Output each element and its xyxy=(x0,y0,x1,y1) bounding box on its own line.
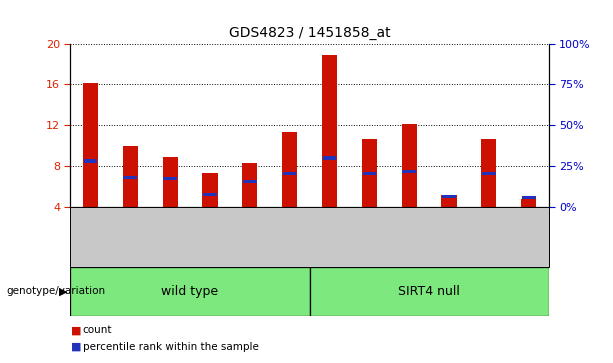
Bar xyxy=(521,199,536,207)
Bar xyxy=(442,195,456,198)
Bar xyxy=(283,172,297,175)
Bar xyxy=(123,176,137,179)
Bar xyxy=(70,267,310,316)
Bar xyxy=(522,196,536,199)
Bar xyxy=(402,124,417,207)
Text: GSM1359082: GSM1359082 xyxy=(126,209,135,269)
Text: genotype/variation: genotype/variation xyxy=(6,286,105,296)
Text: wild type: wild type xyxy=(161,285,219,298)
Bar xyxy=(322,156,337,159)
Bar xyxy=(362,139,377,207)
Bar xyxy=(441,195,457,207)
Text: GSM1359091: GSM1359091 xyxy=(484,209,493,269)
Bar xyxy=(310,267,549,316)
Bar xyxy=(163,177,177,180)
Text: percentile rank within the sample: percentile rank within the sample xyxy=(83,342,259,352)
Text: ■: ■ xyxy=(70,325,81,335)
Text: GSM1359088: GSM1359088 xyxy=(365,209,374,269)
Bar xyxy=(362,172,376,175)
Bar xyxy=(481,139,497,207)
Bar xyxy=(322,55,337,207)
Bar xyxy=(243,180,257,183)
Text: GSM1359092: GSM1359092 xyxy=(524,209,533,269)
Bar xyxy=(203,193,217,196)
Text: GSM1359084: GSM1359084 xyxy=(205,209,215,269)
Text: GSM1359089: GSM1359089 xyxy=(405,209,414,269)
Bar xyxy=(482,172,496,175)
Text: ▶: ▶ xyxy=(59,286,67,296)
Text: GSM1359085: GSM1359085 xyxy=(245,209,254,269)
Text: ■: ■ xyxy=(70,342,81,352)
Bar xyxy=(402,170,416,173)
Bar xyxy=(242,163,257,207)
Bar xyxy=(123,146,138,207)
Text: GSM1359083: GSM1359083 xyxy=(166,209,175,269)
Text: SIRT4 null: SIRT4 null xyxy=(398,285,460,298)
Title: GDS4823 / 1451858_at: GDS4823 / 1451858_at xyxy=(229,26,390,40)
Bar xyxy=(202,173,218,207)
Text: GSM1359090: GSM1359090 xyxy=(444,209,454,269)
Text: count: count xyxy=(83,325,112,335)
Text: GSM1359087: GSM1359087 xyxy=(325,209,334,269)
Text: GSM1359086: GSM1359086 xyxy=(285,209,294,269)
Text: GSM1359081: GSM1359081 xyxy=(86,209,95,269)
Bar xyxy=(162,157,178,207)
Bar xyxy=(83,159,97,163)
Bar xyxy=(282,132,297,207)
Bar xyxy=(83,83,98,207)
